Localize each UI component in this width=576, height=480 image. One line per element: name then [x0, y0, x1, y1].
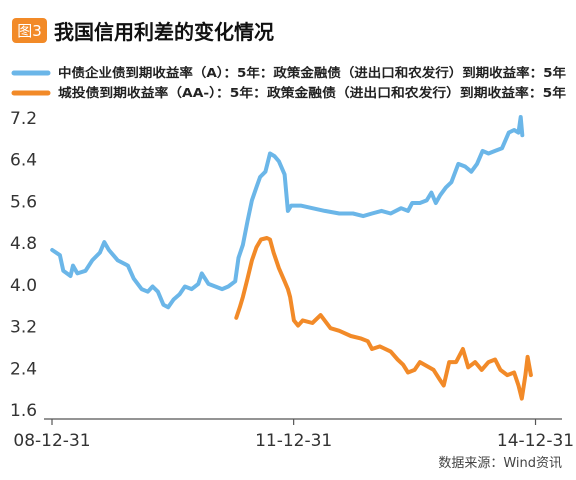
x-tick-label: 11-12-31 — [255, 431, 332, 451]
x-tick-label: 14-12-31 — [497, 431, 574, 451]
y-tick-label: 7.2 — [10, 109, 37, 129]
series-line-a — [50, 115, 525, 310]
chart-title: 图3 我国信用利差的变化情况 — [12, 18, 274, 44]
legend-label-series-b: 城投债到期收益率（AA-）：5年：政策金融债（进出口和农发行）到期收益率：5年 — [58, 85, 567, 100]
y-tick-label: 5.6 — [10, 192, 37, 212]
y-tick-label: 4.0 — [10, 276, 37, 296]
series-line-b — [234, 236, 533, 401]
data-source-note: 数据来源：Wind资讯 — [438, 456, 562, 471]
y-tick-label: 1.6 — [10, 401, 37, 421]
y-tick-label: 3.2 — [10, 318, 37, 338]
y-axis: 7.2 6.4 5.6 4.8 4.0 3.2 2.4 1.6 — [10, 109, 37, 421]
y-tick-label: 6.4 — [10, 151, 37, 171]
x-tick-label: 08-12-31 — [13, 431, 90, 451]
legend: 中债企业债到期收益率（A）：5年：政策金融债（进出口和农发行）到期收益率：5年 … — [11, 65, 567, 100]
figure-badge-label: 图3 — [17, 22, 42, 40]
x-axis: 08-12-31 11-12-31 14-12-31 — [13, 418, 574, 451]
chart-title-text: 我国信用利差的变化情况 — [54, 20, 274, 44]
y-tick-label: 2.4 — [10, 359, 37, 379]
legend-label-series-a: 中债企业债到期收益率（A）：5年：政策金融债（进出口和农发行）到期收益率：5年 — [58, 65, 567, 80]
series-layer — [50, 115, 533, 401]
figure-badge — [12, 18, 47, 43]
y-tick-label: 4.8 — [10, 234, 37, 254]
